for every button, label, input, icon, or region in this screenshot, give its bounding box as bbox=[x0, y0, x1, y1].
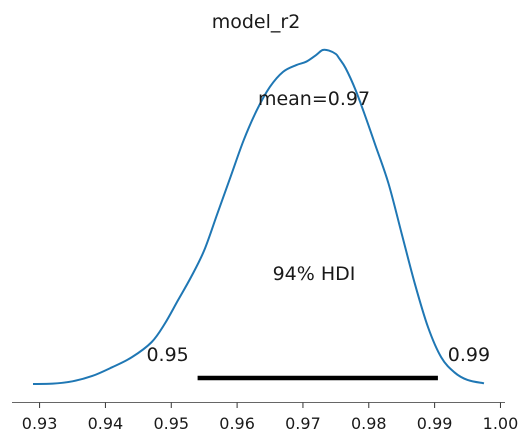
density-curve bbox=[32, 48, 485, 385]
x-tick-label: 0.98 bbox=[351, 414, 387, 433]
x-tick-label: 1.00 bbox=[483, 414, 519, 433]
x-tick-label: 0.96 bbox=[219, 414, 255, 433]
hdi-high-label: 0.99 bbox=[448, 344, 490, 366]
x-tick-label: 0.93 bbox=[22, 414, 58, 433]
chart-title: model_r2 bbox=[212, 11, 301, 33]
x-tick-label: 0.97 bbox=[285, 414, 321, 433]
x-axis-ticks: 0.93 0.94 0.95 0.96 0.97 0.98 0.99 1.00 bbox=[22, 402, 519, 433]
hdi-low-label: 0.95 bbox=[146, 344, 188, 366]
x-tick-label: 0.94 bbox=[88, 414, 124, 433]
hdi-label: 94% HDI bbox=[273, 263, 356, 285]
mean-label: mean=0.97 bbox=[258, 88, 370, 110]
x-tick-label: 0.99 bbox=[417, 414, 453, 433]
x-tick-label: 0.95 bbox=[153, 414, 189, 433]
